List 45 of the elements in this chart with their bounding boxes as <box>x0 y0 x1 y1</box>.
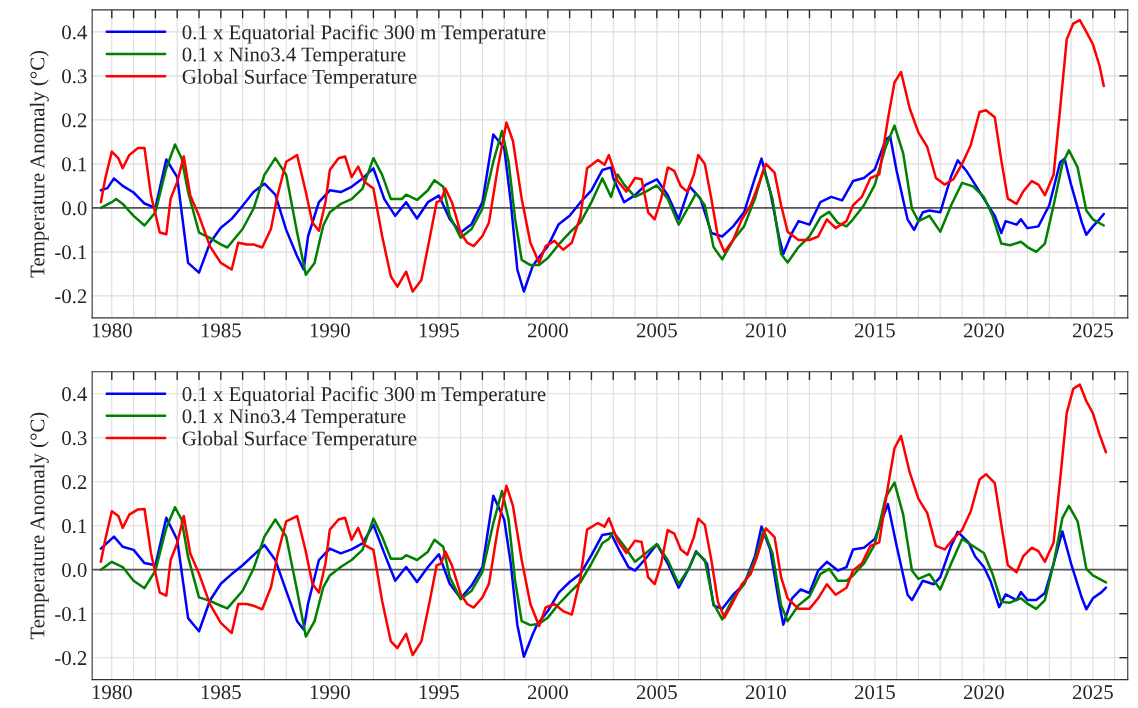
x-tick-label: 1995 <box>419 685 459 700</box>
x-tick-label: 2000 <box>527 323 568 338</box>
x-tick-label: 1980 <box>92 323 132 338</box>
x-tick-label: 2025 <box>1072 323 1113 338</box>
y-tick-label: -0.1 <box>55 245 87 260</box>
line-series <box>99 383 1108 657</box>
y-tick-label: 0.4 <box>62 25 87 40</box>
legend-label: 0.1 x Nino3.4 Temperature <box>182 409 406 428</box>
y-tick-label: 0.1 <box>62 519 87 534</box>
x-tick-label: 2005 <box>636 323 677 338</box>
x-tick-label: 2000 <box>527 685 568 700</box>
y-axis-title: Temperature Anomaly (°C) <box>29 412 49 640</box>
legend-label: Global Surface Temperature <box>182 430 417 450</box>
y-tick-label: -0.2 <box>55 289 87 304</box>
y-tick-label: -0.1 <box>55 607 87 622</box>
x-tick-label: 2020 <box>963 323 1004 338</box>
y-tick-label: 0.2 <box>62 475 87 490</box>
x-tick-label: 2015 <box>854 323 895 338</box>
x-tick-label: 2005 <box>636 685 677 700</box>
y-axis-title: Temperature Anomaly (°C) <box>29 50 49 278</box>
x-tick-label: 2010 <box>745 323 786 338</box>
y-tick-label: 0.0 <box>62 201 87 216</box>
x-tick-label: 1990 <box>310 323 350 338</box>
y-tick-label: -0.2 <box>55 651 87 666</box>
y-tick-label: 0.2 <box>62 113 87 128</box>
x-tick-label: 2010 <box>745 685 786 700</box>
line-series <box>99 18 1106 293</box>
y-tick-label: 0.3 <box>62 69 87 84</box>
x-tick-label: 1985 <box>201 685 241 700</box>
line-series <box>99 481 1108 638</box>
y-tick-label: 0.0 <box>62 563 87 578</box>
x-tick-label: 1985 <box>201 323 241 338</box>
legend-label: 0.1 x Equatorial Pacific 300 m Temperature <box>182 386 546 406</box>
x-tick-label: 1990 <box>310 685 350 700</box>
legend-label: 0.1 x Equatorial Pacific 300 m Temperature <box>182 24 546 44</box>
y-tick-label: 0.4 <box>62 387 87 402</box>
x-tick-label: 2025 <box>1072 685 1113 700</box>
y-tick-label: 0.1 <box>62 157 87 172</box>
x-tick-label: 1995 <box>419 323 459 338</box>
x-tick-label: 1980 <box>92 685 132 700</box>
y-tick-label: 0.3 <box>62 431 87 446</box>
x-tick-label: 2015 <box>854 685 895 700</box>
x-tick-label: 2020 <box>963 685 1004 700</box>
legend-label: Global Surface Temperature <box>182 68 417 88</box>
legend-label: 0.1 x Nino3.4 Temperature <box>182 47 406 66</box>
